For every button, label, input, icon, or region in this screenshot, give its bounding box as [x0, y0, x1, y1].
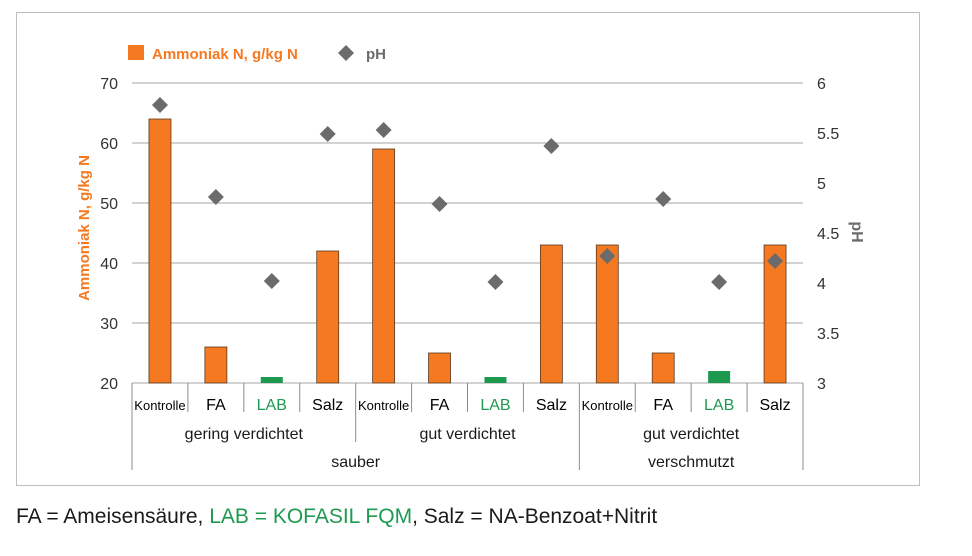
- x-tick-label: FA: [206, 397, 226, 414]
- x-tick-label: Salz: [759, 397, 790, 414]
- y-tick-label: 20: [100, 376, 118, 393]
- ph-point: [319, 126, 336, 142]
- ph-point: [375, 122, 392, 138]
- y-tick-label: 30: [100, 316, 118, 333]
- legend: Ammoniak N, g/kg N pH: [128, 45, 386, 63]
- supergroup-label: verschmutzt: [648, 454, 735, 471]
- ph-point: [207, 189, 224, 205]
- ph-markers: [151, 97, 784, 290]
- bar: [372, 148, 396, 384]
- x-tick-label: LAB: [257, 397, 287, 414]
- y2-tick-label: 5: [817, 176, 826, 193]
- ph-point: [655, 191, 672, 207]
- x-tick-label: FA: [430, 397, 450, 414]
- x-tick-label: Salz: [312, 397, 343, 414]
- x-tick-label: FA: [653, 397, 673, 414]
- y-tick-label: 70: [100, 76, 118, 93]
- bar: [148, 118, 172, 384]
- ph-point: [487, 274, 504, 290]
- group-label: gut verdichtet: [419, 426, 516, 443]
- y2-tick-label: 4: [817, 276, 826, 293]
- legend-marker-ph: [338, 45, 354, 61]
- x-tick-label: Kontrolle: [358, 398, 409, 413]
- ph-point: [767, 253, 784, 269]
- bar: [708, 371, 731, 383]
- footnote-part3: , Salz = NA-Benzoat+Nitrit: [412, 505, 658, 528]
- y-tick-label: 40: [100, 256, 118, 273]
- x-tick-label: Kontrolle: [582, 398, 633, 413]
- group-label: gering verdichtet: [185, 426, 304, 443]
- bars: [148, 118, 787, 384]
- y2-axis-title: pH: [848, 221, 865, 242]
- legend-label-ammoniak: Ammoniak N, g/kg N: [152, 46, 298, 63]
- y-tick-label: 60: [100, 136, 118, 153]
- bar: [428, 352, 451, 384]
- y2-tick-label: 6: [817, 76, 826, 93]
- bar: [316, 250, 340, 384]
- footnote-part2: LAB = KOFASIL FQM: [209, 505, 413, 528]
- legend-label-ph: pH: [366, 46, 386, 63]
- gridlines: [132, 82, 803, 384]
- bar: [595, 244, 619, 384]
- group-label: gut verdichtet: [643, 426, 740, 443]
- ph-point: [711, 274, 728, 290]
- y-tick-label: 50: [100, 196, 118, 213]
- bar: [763, 244, 787, 384]
- ph-point: [543, 138, 560, 154]
- footnote: FA = Ameisensäure, LAB = KOFASIL FQM, Sa…: [16, 505, 657, 529]
- x-tick-label: LAB: [480, 397, 510, 414]
- x-tick-label: Salz: [536, 397, 567, 414]
- x-tick-label: LAB: [704, 397, 734, 414]
- footnote-part1: FA = Ameisensäure,: [16, 505, 210, 528]
- bar: [484, 377, 507, 383]
- legend-marker-ammoniak: [128, 45, 144, 60]
- bar: [204, 346, 228, 384]
- ph-point: [431, 196, 448, 212]
- y2-tick-label: 5.5: [817, 126, 839, 143]
- ph-point: [263, 273, 280, 289]
- bar: [260, 377, 283, 383]
- axes: 20 30 40 50 60 70 3 3.5 4 4.5 5 5.5 6 Kontrolle FA LAB S…: [76, 76, 865, 471]
- x-tick-label: Kontrolle: [134, 398, 185, 413]
- y-axis-title: Ammoniak N, g/kg N: [76, 155, 93, 301]
- supergroup-label: sauber: [331, 454, 381, 471]
- y2-tick-label: 3: [817, 376, 826, 393]
- y2-tick-label: 4.5: [817, 226, 839, 243]
- y2-tick-label: 3.5: [817, 326, 839, 343]
- ph-point: [151, 97, 168, 113]
- ph-point: [599, 248, 616, 264]
- bar: [539, 244, 563, 384]
- bar: [651, 352, 675, 384]
